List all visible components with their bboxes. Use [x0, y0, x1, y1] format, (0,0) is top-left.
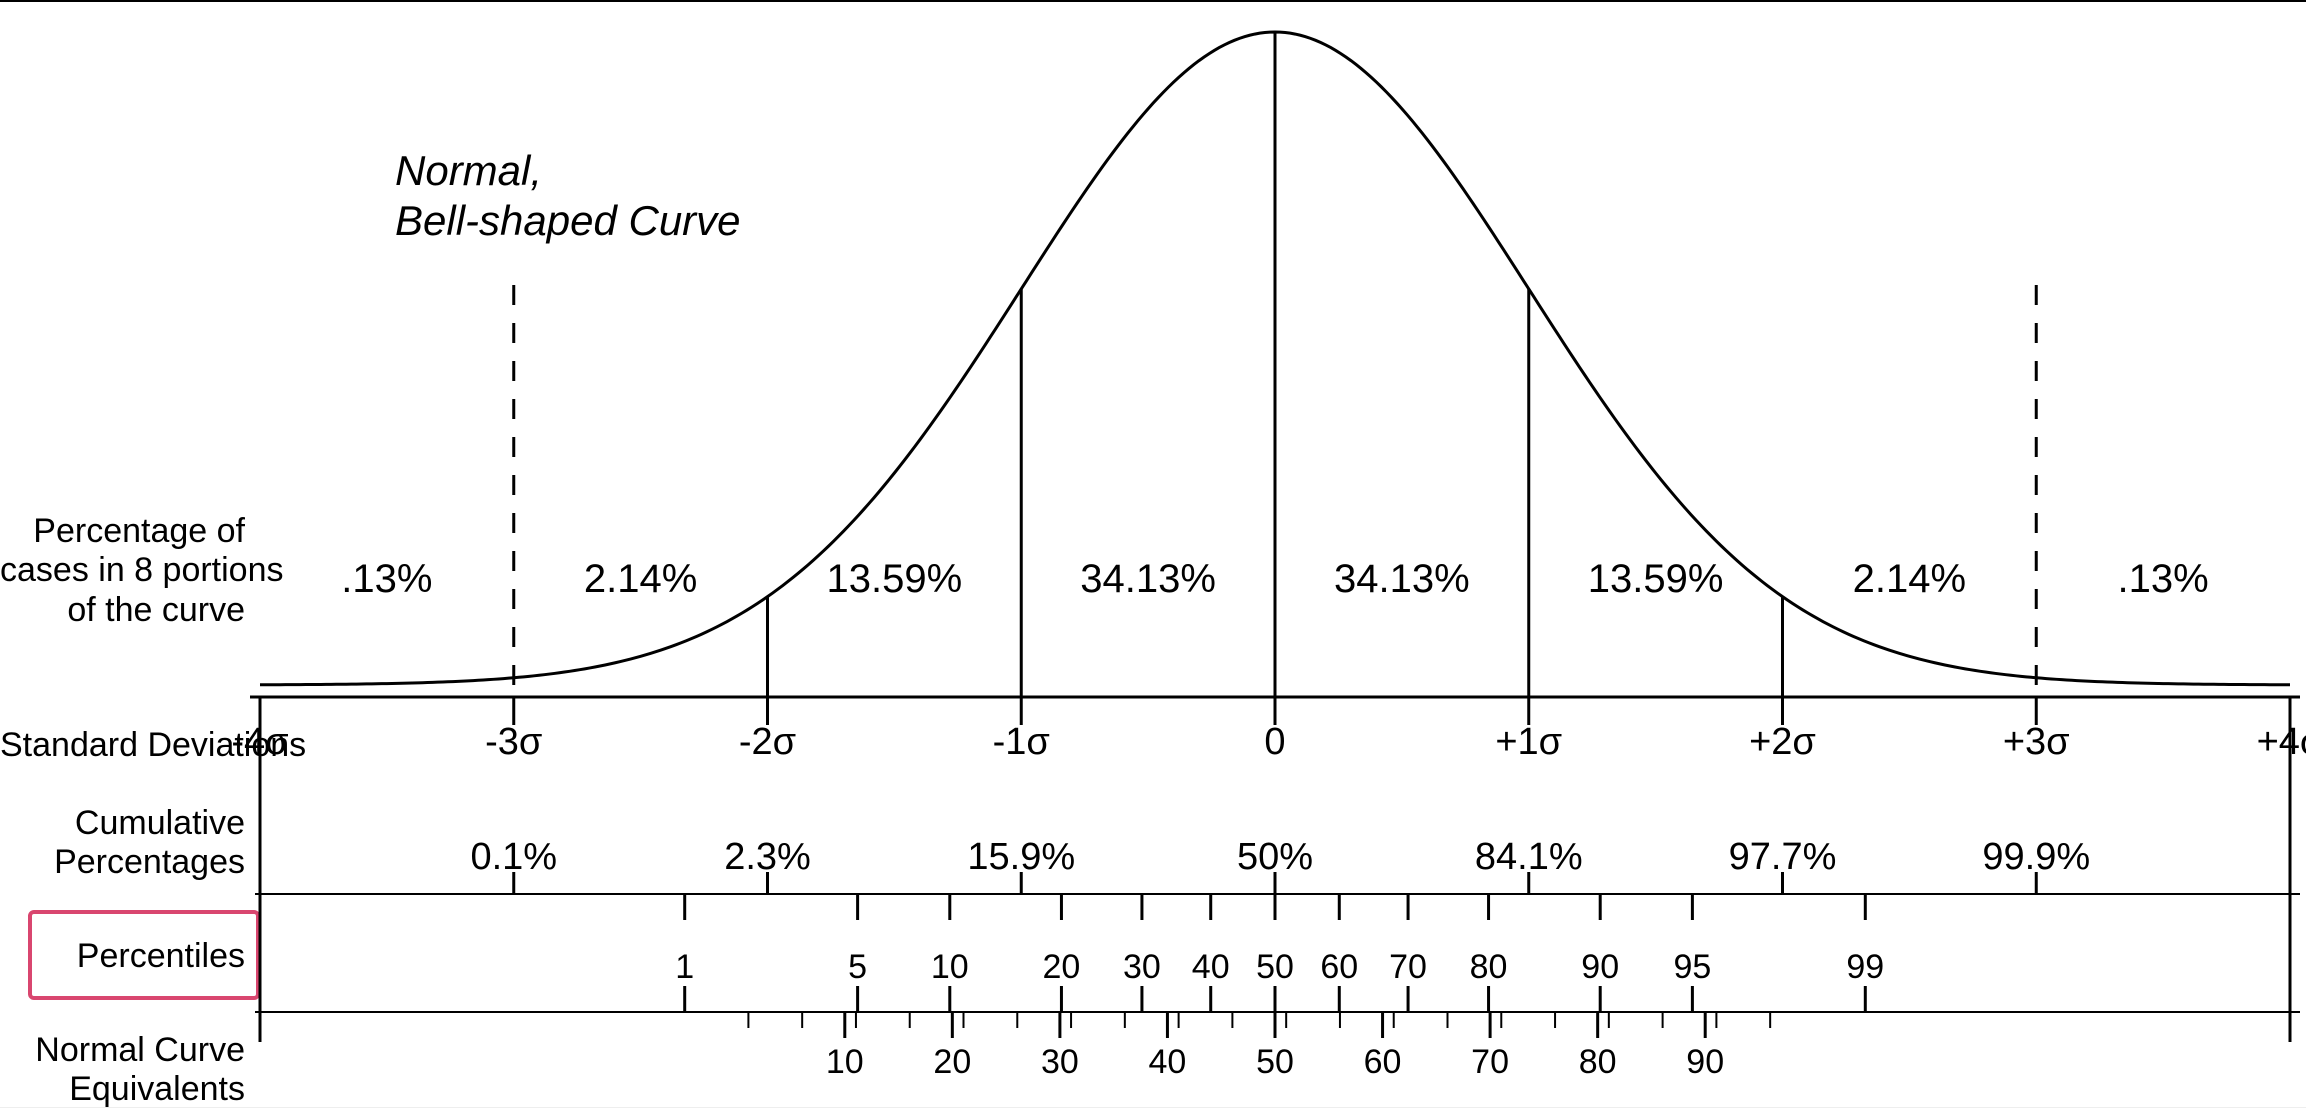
area-pct-4: 34.13% — [1334, 557, 1470, 602]
pcile-label-4: 30 — [1123, 948, 1161, 987]
pcile-label-7: 60 — [1320, 948, 1358, 987]
pcile-label-1: 5 — [848, 948, 867, 987]
area-pct-2: 13.59% — [827, 557, 963, 602]
nce-label-4: 50 — [1256, 1043, 1294, 1082]
curve-title-line1: Normal, — [395, 147, 542, 195]
sigma-label-7: +3σ — [2003, 721, 2070, 764]
cum-label-6: 99.9% — [1982, 836, 2090, 879]
cum-label-5: 97.7% — [1729, 836, 1837, 879]
area-pct-1: 2.14% — [584, 557, 697, 602]
pcile-label-2: 10 — [931, 948, 969, 987]
cum-label-3: 50% — [1237, 836, 1313, 879]
sigma-label-5: +1σ — [1495, 721, 1562, 764]
row-label-cum: Cumulative Percentages — [0, 804, 245, 882]
nce-label-1: 20 — [933, 1043, 971, 1082]
row-label-nce: Normal Curve Equivalents — [0, 1031, 245, 1109]
area-pct-5: 13.59% — [1588, 557, 1724, 602]
nce-label-6: 70 — [1471, 1043, 1509, 1082]
percentiles-highlight — [28, 910, 260, 1000]
sigma-label-3: -1σ — [993, 721, 1050, 764]
sigma-label-2: -2σ — [739, 721, 796, 764]
sigma-label-6: +2σ — [1749, 721, 1816, 764]
sigma-label-0: -4σ — [231, 721, 288, 764]
nce-label-2: 30 — [1041, 1043, 1079, 1082]
pcile-label-6: 50 — [1256, 948, 1294, 987]
nce-label-7: 80 — [1579, 1043, 1617, 1082]
sigma-label-1: -3σ — [485, 721, 542, 764]
pcile-label-8: 70 — [1389, 948, 1427, 987]
pcile-label-0: 1 — [675, 948, 694, 987]
cum-label-0: 0.1% — [470, 836, 557, 879]
row-label-sd: Standard Deviations — [0, 726, 245, 765]
pcile-label-10: 90 — [1581, 948, 1619, 987]
area-pct-7: .13% — [2118, 557, 2209, 602]
nce-label-0: 10 — [826, 1043, 864, 1082]
area-pct-6: 2.14% — [1853, 557, 1966, 602]
pcile-label-11: 95 — [1673, 948, 1711, 987]
pcile-label-3: 20 — [1043, 948, 1081, 987]
diagram-stage: Normal, Bell-shaped Curve Percentage of … — [0, 0, 2306, 1108]
area-pct-0: .13% — [341, 557, 432, 602]
nce-label-3: 40 — [1149, 1043, 1187, 1082]
row-label-cases: Percentage of cases in 8 portions of the… — [0, 512, 245, 629]
sigma-label-8: +4σ — [2257, 721, 2306, 764]
cum-label-1: 2.3% — [724, 836, 811, 879]
sigma-label-4: 0 — [1264, 721, 1285, 764]
nce-label-8: 90 — [1686, 1043, 1724, 1082]
cum-label-4: 84.1% — [1475, 836, 1583, 879]
diagram-svg — [0, 2, 2306, 1110]
area-pct-3: 34.13% — [1080, 557, 1216, 602]
pcile-label-5: 40 — [1192, 948, 1230, 987]
cum-label-2: 15.9% — [967, 836, 1075, 879]
curve-title-line2: Bell-shaped Curve — [395, 197, 741, 245]
pcile-label-12: 99 — [1846, 948, 1884, 987]
nce-label-5: 60 — [1364, 1043, 1402, 1082]
pcile-label-9: 80 — [1470, 948, 1508, 987]
